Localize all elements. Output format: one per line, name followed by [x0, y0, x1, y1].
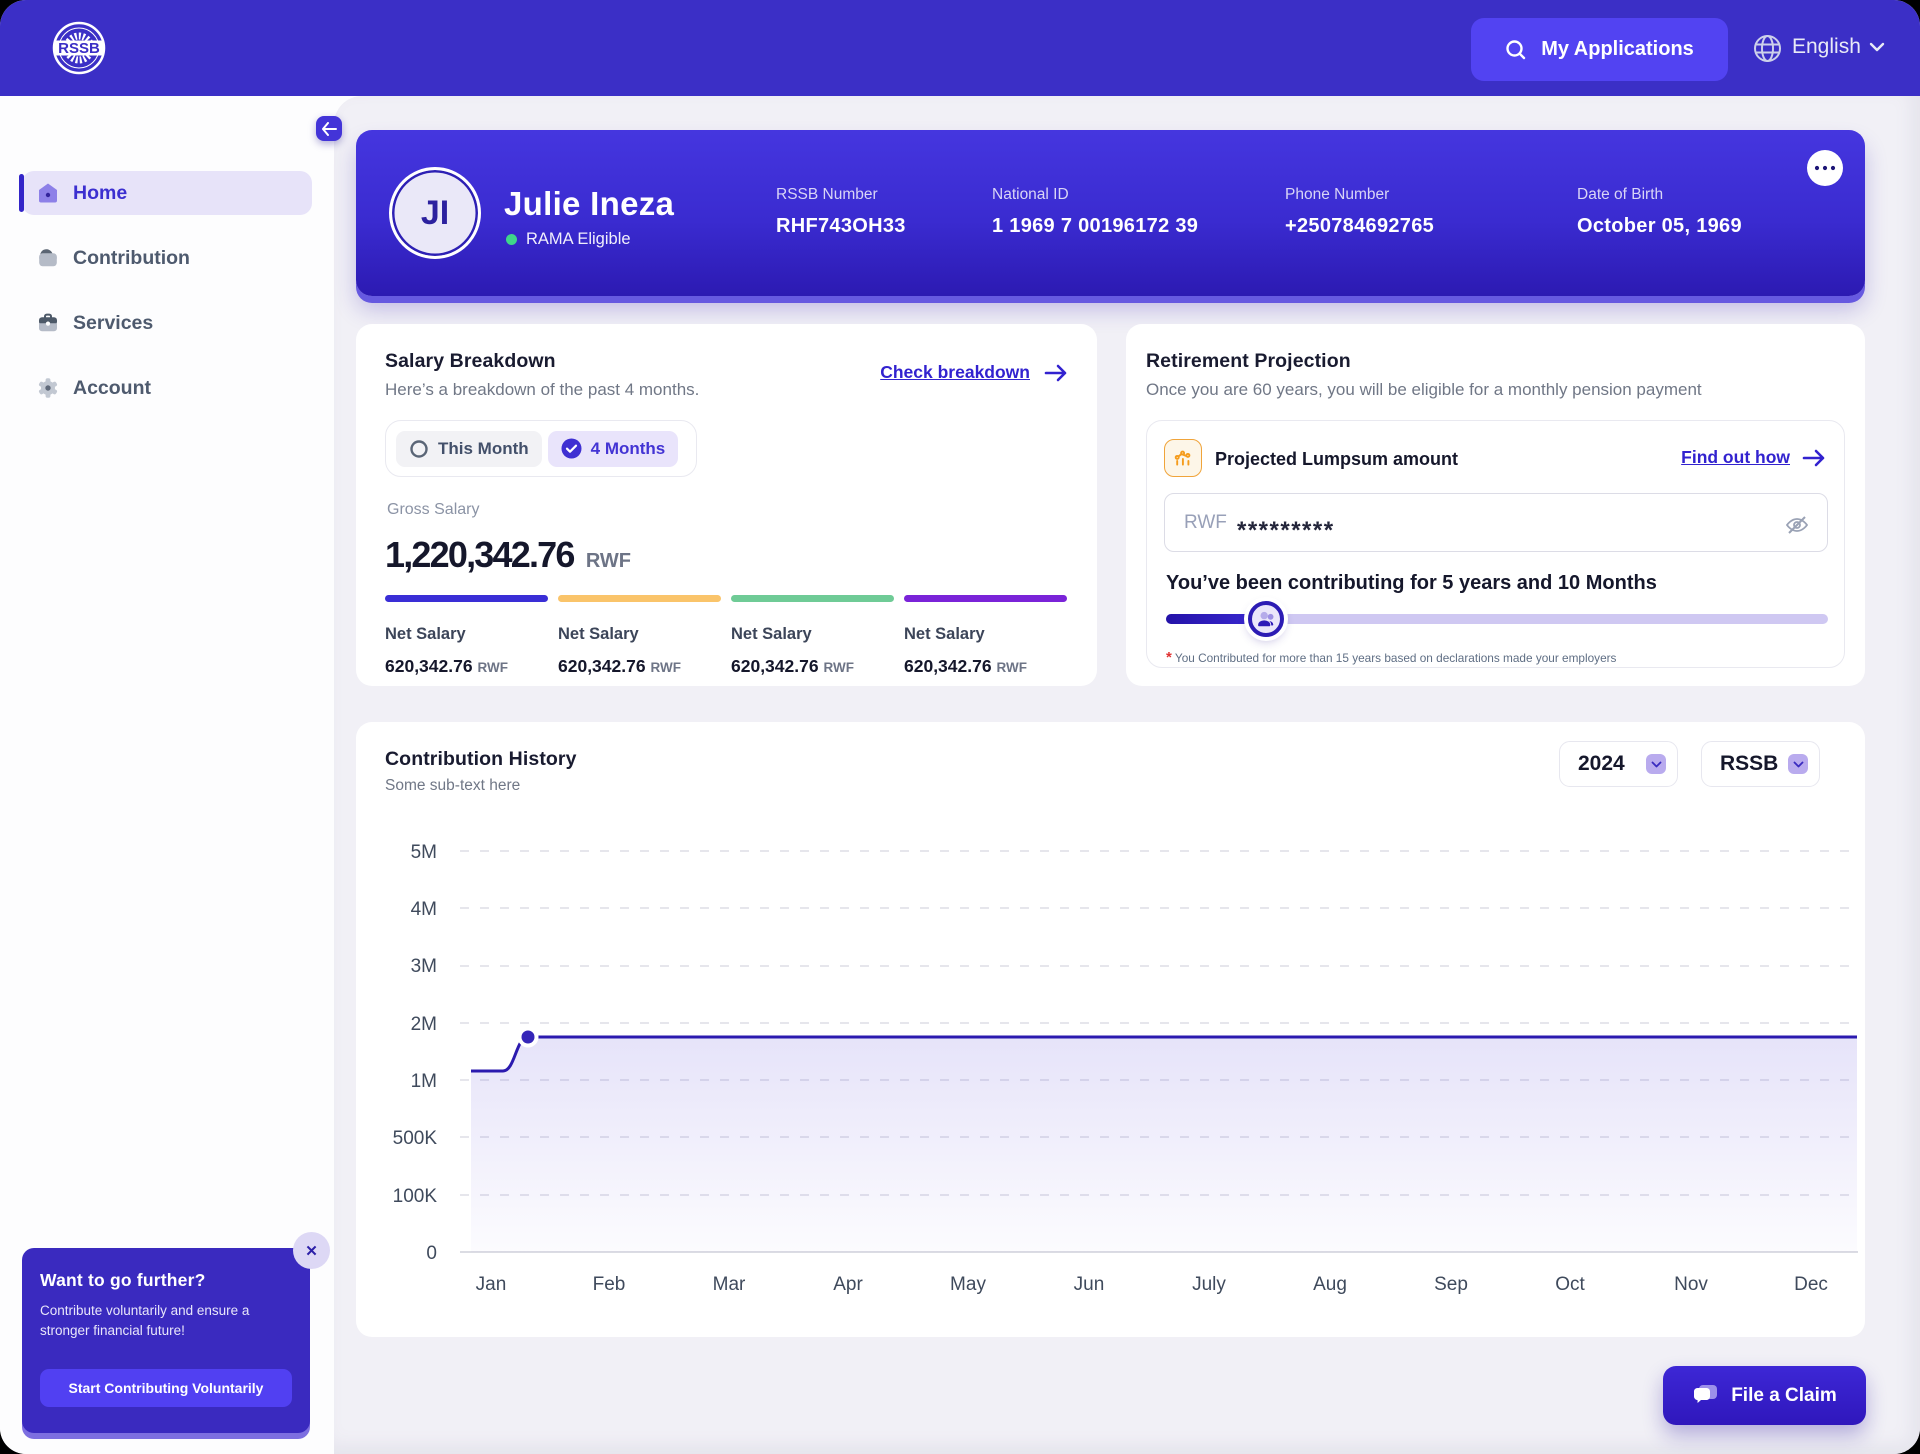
svg-text:RSSB: RSSB: [58, 40, 100, 57]
svg-text:100K: 100K: [393, 1186, 438, 1207]
svg-text:3M: 3M: [411, 956, 437, 977]
svg-text:May: May: [950, 1274, 986, 1295]
svg-text:5M: 5M: [411, 842, 437, 863]
svg-text:Dec: Dec: [1794, 1274, 1828, 1295]
svg-text:Mar: Mar: [713, 1274, 746, 1295]
svg-text:Apr: Apr: [833, 1274, 863, 1295]
svg-text:2M: 2M: [411, 1014, 437, 1035]
svg-text:Nov: Nov: [1674, 1274, 1708, 1295]
svg-text:Jan: Jan: [476, 1274, 507, 1295]
svg-text:Sep: Sep: [1434, 1274, 1468, 1295]
svg-text:0: 0: [426, 1243, 437, 1264]
svg-text:1M: 1M: [411, 1071, 437, 1092]
svg-text:4M: 4M: [411, 899, 437, 920]
svg-text:Oct: Oct: [1555, 1274, 1585, 1295]
svg-text:500K: 500K: [393, 1128, 438, 1149]
svg-text:Jun: Jun: [1074, 1274, 1105, 1295]
svg-text:July: July: [1192, 1274, 1226, 1295]
svg-text:Feb: Feb: [593, 1274, 626, 1295]
svg-text:Aug: Aug: [1313, 1274, 1347, 1295]
